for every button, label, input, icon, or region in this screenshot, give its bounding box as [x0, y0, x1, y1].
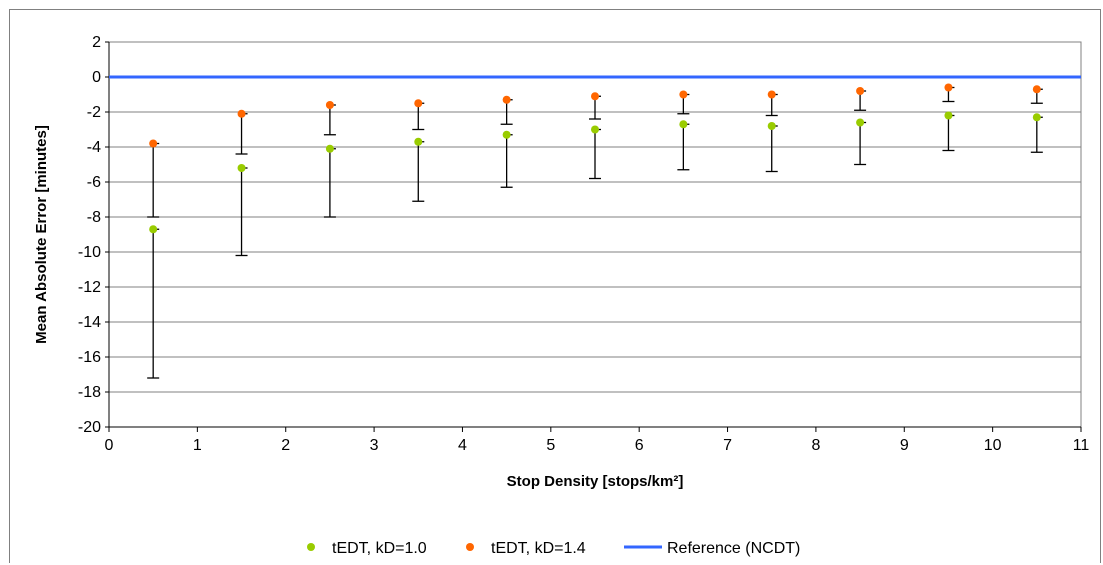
point-kd-1-0 [591, 125, 599, 134]
data-points [149, 83, 1041, 234]
y-tick-label: -10 [78, 244, 101, 261]
point-kd-1-0 [1032, 113, 1041, 122]
point-kd-1-4 [237, 109, 246, 118]
legend-marker [307, 543, 315, 551]
x-tick-label: 3 [370, 437, 379, 454]
point-kd-1-4 [325, 101, 334, 109]
x-axis-title: Stop Density [stops/km²] [507, 473, 684, 490]
y-tick-label: -2 [87, 104, 101, 121]
y-tick-label: -16 [78, 349, 101, 366]
y-tick-label: -8 [87, 209, 101, 226]
x-tick-label: 1 [193, 437, 202, 454]
x-tick-label: 9 [900, 437, 909, 454]
y-tick-label: -18 [78, 384, 101, 401]
point-kd-1-0 [414, 137, 423, 146]
point-kd-1-0 [149, 225, 158, 234]
error-bars [147, 86, 1043, 379]
legend-label: tEDT, kD=1.0 [332, 540, 427, 557]
x-tick-label: 4 [458, 437, 467, 454]
point-kd-1-0 [767, 122, 776, 130]
x-tick-label: 7 [723, 437, 732, 454]
x-tick-label: 6 [635, 437, 644, 454]
point-kd-1-0 [856, 118, 865, 127]
y-tick-label: 0 [92, 69, 101, 86]
x-tick-label: 0 [105, 437, 114, 454]
y-tick-label: -12 [78, 279, 101, 296]
legend-label: tEDT, kD=1.4 [491, 540, 586, 557]
legend-marker [466, 543, 474, 551]
point-kd-1-4 [944, 83, 953, 92]
point-kd-1-4 [767, 90, 776, 99]
point-kd-1-4 [502, 95, 511, 104]
point-kd-1-4 [149, 139, 158, 148]
point-kd-1-0 [679, 120, 688, 129]
x-tick-label: 5 [546, 437, 555, 454]
chart-frame: 2 0 -2 -4 -6 -8 -10 -12 -14 -16 -18 -20 0 1 2 3 4 5 6 7 8 9 10… [9, 9, 1101, 563]
point-kd-1-4 [1032, 85, 1041, 94]
x-tick-label: 8 [811, 437, 820, 454]
x-tick-label: 2 [281, 437, 290, 454]
point-kd-1-4 [591, 92, 599, 101]
point-kd-1-0 [502, 130, 511, 139]
chart: 20-2-4-6-8-10-12-14-16-18-200 1 2 3 4 5 6 7 8 9 10… [33, 34, 1090, 557]
point-kd-1-0 [944, 111, 953, 120]
legend: tEDT, kD=1.0 tEDT, kD=1.4 Reference (NCDT) [307, 540, 800, 557]
y-tick-label: -20 [78, 419, 101, 436]
legend-label: Reference (NCDT) [667, 540, 800, 557]
point-kd-1-4 [856, 87, 865, 95]
x-tick-label: 11 [1073, 437, 1090, 454]
point-kd-1-4 [414, 99, 423, 108]
y-tick-label: -14 [78, 314, 101, 331]
point-kd-1-0 [325, 144, 334, 153]
y-axis-title: Mean Absolute Error [minutes] [33, 125, 50, 344]
axis-ticks: 20-2-4-6-8-10-12-14-16-18-200 1 2 3 4 5 6 7 8 9 10… [78, 34, 1090, 454]
point-kd-1-0 [237, 164, 246, 172]
y-tick-label: -4 [87, 139, 101, 156]
x-tick-label: 10 [984, 437, 1002, 454]
point-kd-1-4 [679, 90, 688, 99]
y-tick-label: 2 [92, 34, 101, 51]
y-tick-label: -6 [87, 174, 101, 191]
